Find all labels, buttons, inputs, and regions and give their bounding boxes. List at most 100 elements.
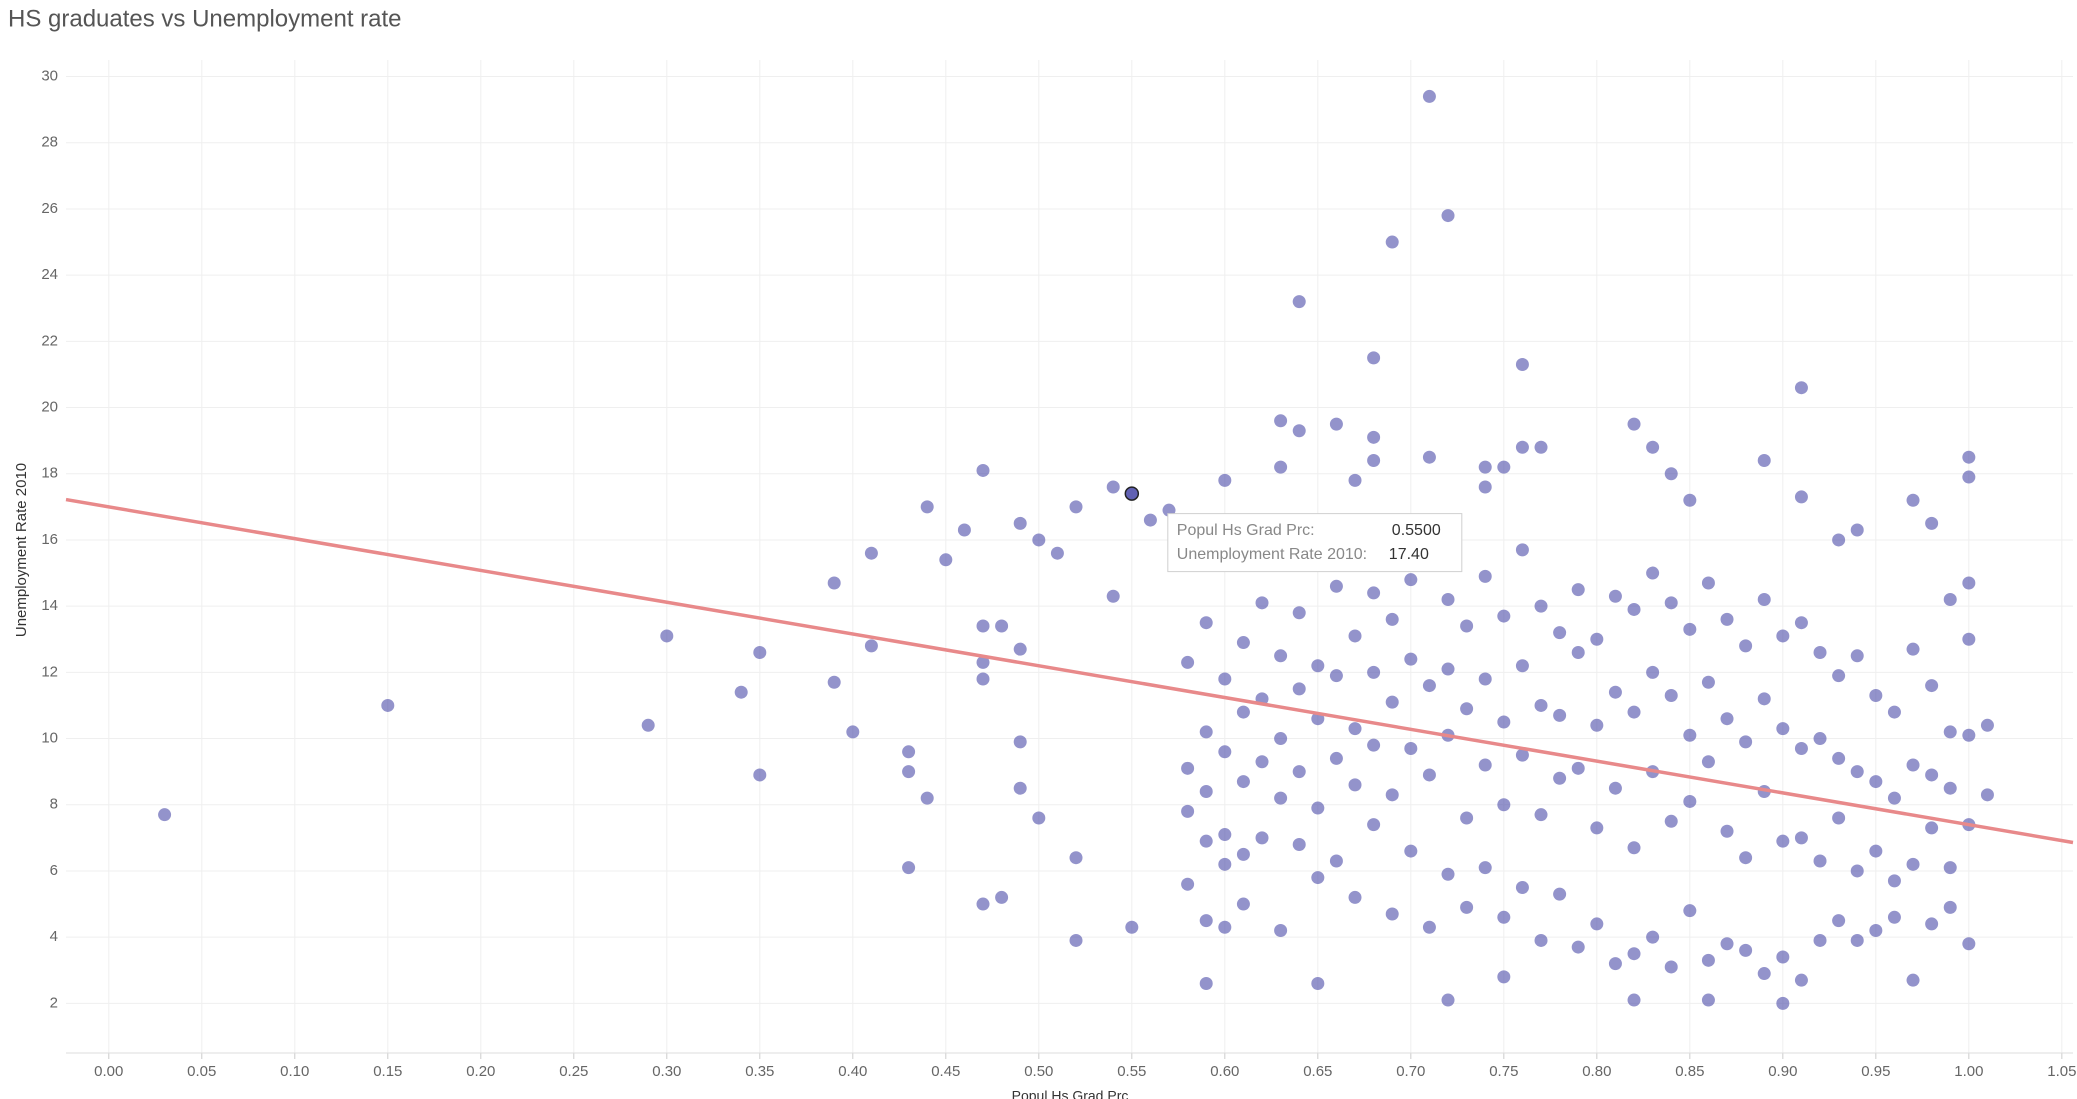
point	[1720, 937, 1734, 951]
point	[1962, 937, 1976, 951]
point	[1776, 722, 1790, 736]
point	[1478, 569, 1492, 583]
point	[1608, 957, 1622, 971]
point	[1367, 454, 1381, 468]
point	[1590, 917, 1604, 931]
point	[1646, 665, 1660, 679]
point	[1943, 781, 1957, 795]
y-tick-label: 30	[41, 68, 58, 85]
point	[1367, 665, 1381, 679]
point	[1850, 765, 1864, 779]
point	[1385, 235, 1399, 249]
point	[976, 463, 990, 477]
x-tick-label: 0.50	[1024, 1063, 1053, 1080]
y-tick-label: 18	[41, 465, 58, 482]
point	[1887, 705, 1901, 719]
point	[1069, 500, 1083, 514]
point	[1292, 837, 1306, 851]
point	[1757, 454, 1771, 468]
point	[902, 745, 916, 759]
point	[1664, 960, 1678, 974]
point	[1943, 861, 1957, 875]
point	[1255, 831, 1269, 845]
point	[1404, 652, 1418, 666]
point	[1236, 847, 1250, 861]
point	[939, 553, 953, 567]
point	[1534, 698, 1548, 712]
point	[1553, 887, 1567, 901]
x-tick-label: 0.60	[1210, 1063, 1239, 1080]
point	[1069, 851, 1083, 865]
point	[1813, 645, 1827, 659]
point	[1032, 533, 1046, 547]
point	[753, 645, 767, 659]
x-tick-label: 0.55	[1117, 1063, 1146, 1080]
point	[1422, 679, 1436, 693]
point	[1664, 467, 1678, 481]
point	[1869, 689, 1883, 703]
point	[1832, 669, 1846, 683]
point	[1236, 897, 1250, 911]
point	[1962, 576, 1976, 590]
point	[1292, 682, 1306, 696]
point	[1404, 741, 1418, 755]
point	[1869, 844, 1883, 858]
point	[1422, 450, 1436, 464]
point	[1590, 718, 1604, 732]
point	[1627, 417, 1641, 431]
point	[1348, 629, 1362, 643]
x-tick-label: 0.15	[373, 1063, 402, 1080]
point	[1274, 791, 1288, 805]
point	[1906, 493, 1920, 507]
point	[1441, 593, 1455, 607]
point	[1106, 480, 1120, 494]
point	[864, 639, 878, 653]
tooltip-label: Unemployment Rate 2010:	[1177, 546, 1367, 563]
point	[1236, 705, 1250, 719]
point	[1181, 804, 1195, 818]
point	[1367, 818, 1381, 832]
point	[1627, 993, 1641, 1007]
point	[1925, 768, 1939, 782]
point	[1683, 493, 1697, 507]
point	[1311, 659, 1325, 673]
x-tick-label: 0.70	[1396, 1063, 1425, 1080]
point	[976, 619, 990, 633]
point	[1794, 831, 1808, 845]
point	[1311, 976, 1325, 990]
point	[1720, 612, 1734, 626]
point	[1441, 209, 1455, 223]
point	[1757, 593, 1771, 607]
point	[1199, 616, 1213, 630]
point	[1813, 933, 1827, 947]
point	[1218, 745, 1232, 759]
point	[1590, 632, 1604, 646]
point	[1646, 440, 1660, 454]
point	[1218, 828, 1232, 842]
tooltip-value: 0.5500	[1392, 522, 1441, 539]
point	[1664, 814, 1678, 828]
point	[1906, 973, 1920, 987]
point	[1050, 546, 1064, 560]
x-axis-label: Popul Hs Grad Prc	[1012, 1088, 1129, 1099]
point	[1199, 976, 1213, 990]
point	[1348, 890, 1362, 904]
point	[1404, 844, 1418, 858]
point	[381, 698, 395, 712]
point	[1794, 616, 1808, 630]
point	[1869, 775, 1883, 789]
point	[1460, 900, 1474, 914]
point	[1794, 741, 1808, 755]
y-tick-label: 14	[41, 597, 58, 614]
x-tick-label: 0.90	[1768, 1063, 1797, 1080]
y-tick-label: 6	[50, 862, 58, 879]
point	[1739, 639, 1753, 653]
x-tick-label: 0.30	[652, 1063, 681, 1080]
x-tick-label: 0.10	[280, 1063, 309, 1080]
point	[976, 897, 990, 911]
point	[902, 861, 916, 875]
point	[1943, 593, 1957, 607]
point	[1181, 877, 1195, 891]
chart-title: HS graduates vs Unemployment rate	[8, 5, 402, 32]
point	[1292, 765, 1306, 779]
